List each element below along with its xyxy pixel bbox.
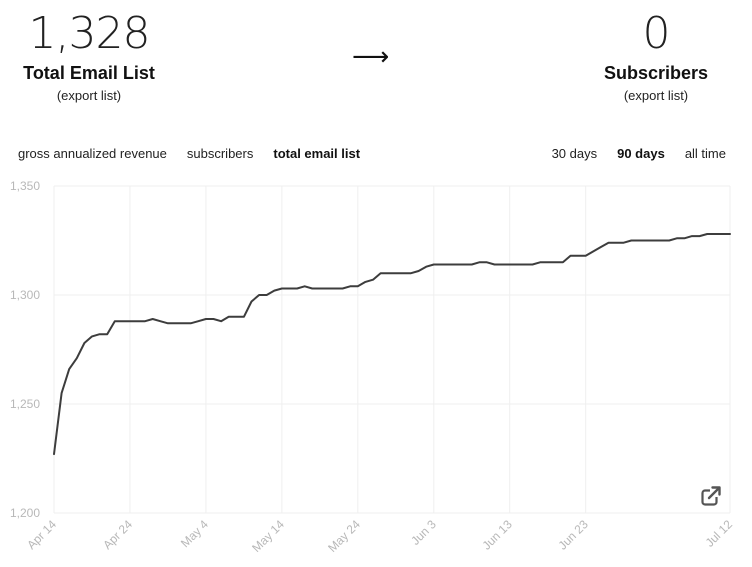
tab-30-days[interactable]: 30 days	[551, 146, 598, 161]
subscribers-value: 0	[642, 8, 671, 59]
total-email-list-title: Total Email List	[23, 63, 155, 83]
x-tick-label: Apr 24	[100, 517, 135, 552]
tab-all-time[interactable]: all time	[684, 146, 726, 161]
tab-90-days[interactable]: 90 days	[617, 146, 665, 161]
x-tick-label: Apr 14	[24, 517, 59, 552]
email-list-chart: 1,200 1,250 1,300 1,350 Apr 14 Apr 24 May 4 May…	[10, 179, 736, 555]
x-tick-label: May 4	[178, 517, 211, 550]
y-tick-label: 1,350	[10, 179, 40, 193]
y-tick-label: 1,200	[10, 506, 40, 520]
range-tabs: 30 days 90 days all time	[552, 146, 726, 162]
subscribers-title: Subscribers	[603, 63, 709, 83]
export-total-list-link[interactable]: (export list)	[56, 88, 122, 103]
x-tick-label: May 24	[325, 517, 363, 555]
total-email-list-stat: 1,328 Total Email List (export list)	[10, 6, 168, 104]
tab-gross-annualized-revenue[interactable]: gross annualized revenue	[18, 146, 167, 161]
metric-tabs: gross annualized revenue subscribers tot…	[18, 146, 360, 162]
subscribers-stat: 0 Subscribers (export list)	[586, 6, 726, 104]
tab-subscribers[interactable]: subscribers	[186, 146, 254, 161]
series-line	[53, 233, 731, 456]
x-tick-label: May 14	[249, 517, 287, 555]
total-email-list-value: 1,328	[28, 8, 151, 59]
x-tick-label: Jun 3	[408, 517, 439, 548]
export-subscribers-link[interactable]: (export list)	[623, 88, 689, 103]
x-tick-label: Jun 23	[555, 517, 591, 553]
right-arrow-icon: ⟶	[352, 41, 390, 71]
tab-total-email-list[interactable]: total email list	[273, 146, 361, 161]
external-link-icon[interactable]	[700, 485, 722, 507]
x-tick-label: Jul 12	[703, 517, 736, 550]
y-tick-label: 1,300	[10, 288, 40, 302]
y-tick-label: 1,250	[10, 397, 40, 411]
x-tick-label: Jun 13	[479, 517, 515, 553]
